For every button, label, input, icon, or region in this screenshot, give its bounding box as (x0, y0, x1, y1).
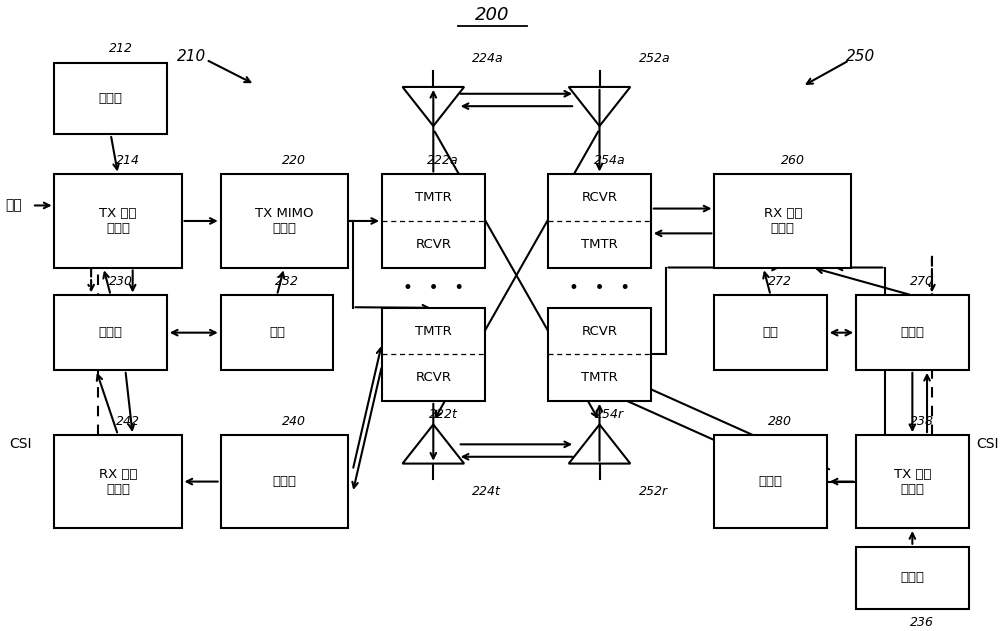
Text: •   •   •: • • • (403, 279, 464, 297)
Text: 254r: 254r (595, 408, 624, 422)
Text: 222t: 222t (429, 408, 458, 422)
Text: 236: 236 (910, 616, 934, 629)
FancyBboxPatch shape (856, 295, 969, 370)
Text: •   •   •: • • • (569, 279, 630, 297)
Text: 处理器: 处理器 (99, 326, 123, 339)
Text: TX MIMO
处理器: TX MIMO 处理器 (255, 207, 313, 235)
Text: 260: 260 (781, 154, 805, 167)
Text: TMTR: TMTR (581, 371, 618, 384)
FancyBboxPatch shape (714, 435, 827, 528)
FancyBboxPatch shape (54, 174, 182, 268)
Text: RCVR: RCVR (415, 238, 451, 251)
Text: 232: 232 (275, 275, 299, 288)
Text: 252a: 252a (639, 52, 670, 65)
Text: 220: 220 (282, 154, 306, 167)
Text: 解调器: 解调器 (272, 475, 296, 488)
FancyBboxPatch shape (382, 174, 485, 268)
Text: TMTR: TMTR (415, 324, 452, 338)
Text: 导频: 导频 (6, 199, 22, 213)
FancyBboxPatch shape (382, 308, 485, 401)
Text: 254a: 254a (593, 154, 625, 167)
FancyBboxPatch shape (714, 295, 827, 370)
FancyBboxPatch shape (548, 308, 651, 401)
Text: 内存: 内存 (269, 326, 285, 339)
Text: TX 数据
处理器: TX 数据 处理器 (99, 207, 137, 235)
FancyBboxPatch shape (856, 546, 969, 609)
Text: 250: 250 (846, 49, 876, 64)
Text: 252r: 252r (639, 485, 668, 498)
Text: 222a: 222a (427, 154, 459, 167)
FancyBboxPatch shape (548, 174, 651, 268)
FancyBboxPatch shape (54, 62, 167, 134)
Text: 224t: 224t (472, 485, 501, 498)
FancyBboxPatch shape (856, 435, 969, 528)
Text: TMTR: TMTR (581, 238, 618, 251)
Text: 240: 240 (282, 415, 306, 428)
Text: TMTR: TMTR (415, 191, 452, 204)
Text: 调制器: 调制器 (759, 475, 783, 488)
Text: 212: 212 (108, 42, 132, 56)
Text: 270: 270 (910, 275, 934, 288)
Text: CSI: CSI (976, 437, 999, 451)
Text: 238: 238 (910, 415, 934, 428)
Text: RX 数据
处理器: RX 数据 处理器 (99, 468, 137, 495)
FancyBboxPatch shape (221, 295, 333, 370)
FancyBboxPatch shape (221, 174, 348, 268)
Text: 210: 210 (177, 49, 206, 64)
Text: RCVR: RCVR (582, 324, 618, 338)
Text: 272: 272 (768, 275, 792, 288)
Text: 214: 214 (116, 154, 140, 167)
Text: 数据源: 数据源 (99, 92, 123, 105)
Text: RX 数据
处理器: RX 数据 处理器 (764, 207, 802, 235)
FancyBboxPatch shape (54, 295, 167, 370)
FancyBboxPatch shape (54, 435, 182, 528)
Text: 数据源: 数据源 (900, 571, 924, 584)
Text: TX 数据
处理器: TX 数据 处理器 (894, 468, 931, 495)
Text: 200: 200 (475, 6, 510, 24)
Text: 224a: 224a (472, 52, 504, 65)
Text: RCVR: RCVR (415, 371, 451, 384)
Text: RCVR: RCVR (582, 191, 618, 204)
Text: 处理器: 处理器 (900, 326, 924, 339)
Text: 242: 242 (116, 415, 140, 428)
Text: 内存: 内存 (763, 326, 779, 339)
Text: CSI: CSI (9, 437, 32, 451)
Text: 230: 230 (108, 275, 132, 288)
FancyBboxPatch shape (714, 174, 851, 268)
Text: 280: 280 (768, 415, 792, 428)
FancyBboxPatch shape (221, 435, 348, 528)
